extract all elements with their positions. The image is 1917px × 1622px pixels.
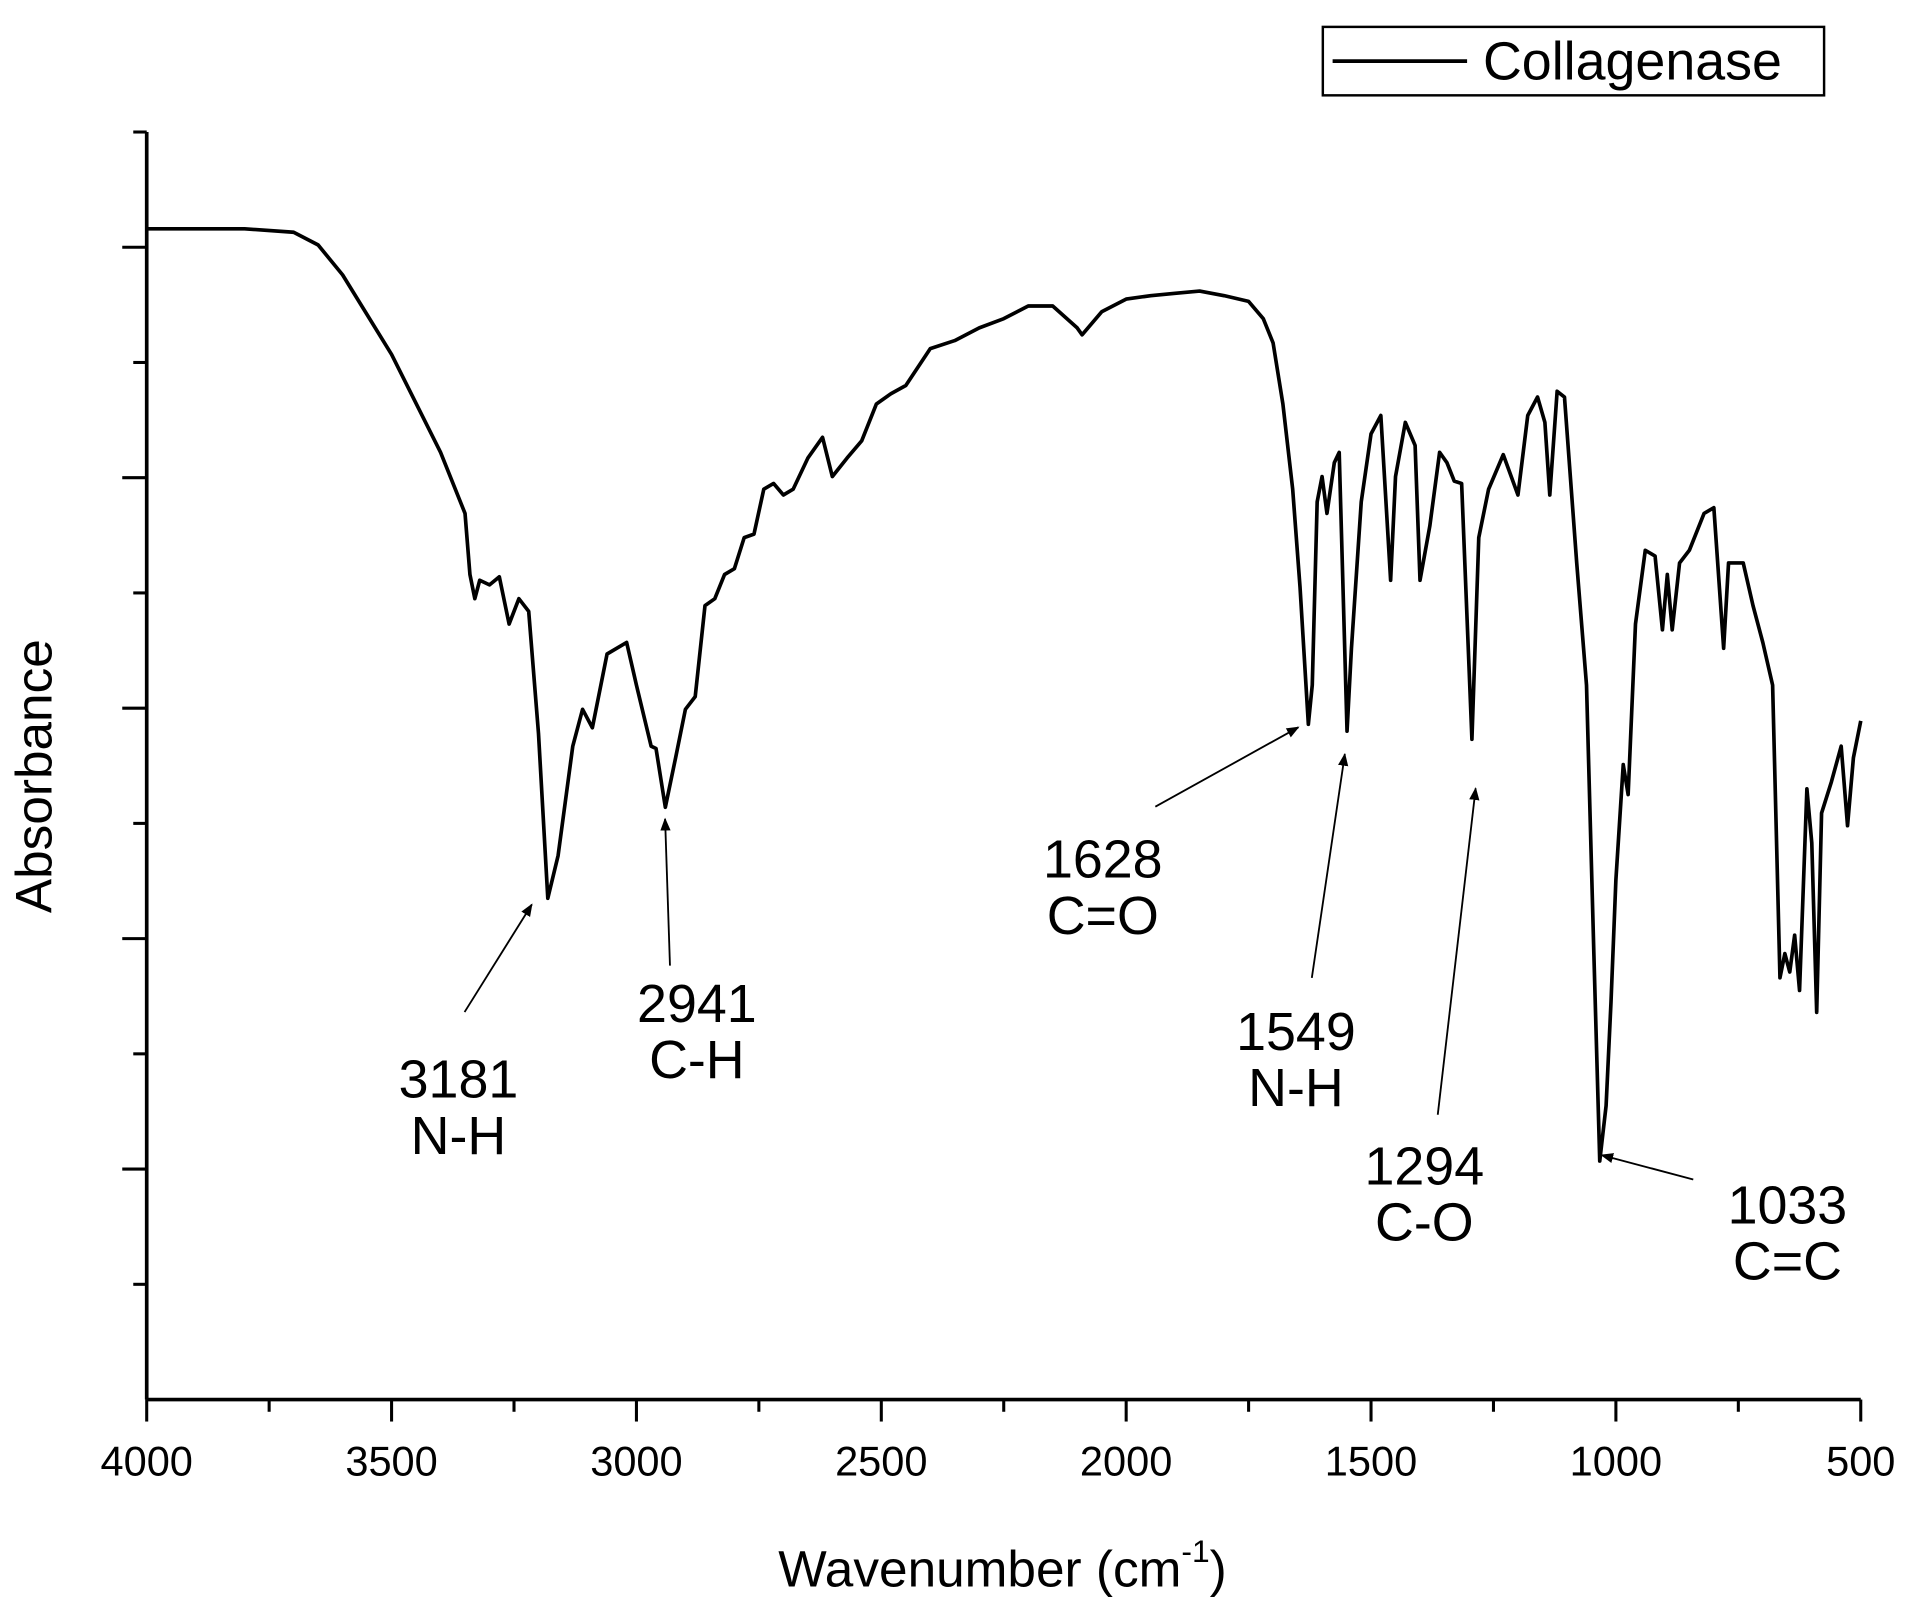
annotation-arrow xyxy=(660,817,671,966)
annotation-wavenumber: 1294 xyxy=(1364,1136,1484,1196)
annotation-wavenumber: 2941 xyxy=(637,974,757,1034)
annotation-group: C=C xyxy=(1733,1232,1842,1292)
annotation-wavenumber: 3181 xyxy=(399,1050,519,1110)
annotation-wavenumber: 1033 xyxy=(1728,1176,1848,1236)
x-tick-label: 500 xyxy=(1826,1437,1895,1484)
x-tick-label: 3000 xyxy=(590,1437,682,1484)
annotation-group: C-H xyxy=(649,1030,745,1090)
legend-label: Collagenase xyxy=(1483,31,1782,91)
x-tick-label: 1000 xyxy=(1570,1437,1662,1484)
annotation-wavenumber: 1549 xyxy=(1236,1002,1356,1062)
spectrum-line xyxy=(146,226,1863,1163)
annotation-group: N-H xyxy=(1248,1058,1344,1118)
x-tick-label: 2500 xyxy=(835,1437,927,1484)
annotation-arrow xyxy=(1310,752,1349,978)
x-tick-label: 1500 xyxy=(1325,1437,1417,1484)
annotation-arrow xyxy=(1436,787,1480,1115)
annotation-arrow xyxy=(463,903,533,1013)
x-tick-label: 3500 xyxy=(345,1437,437,1484)
annotation-group: N-H xyxy=(411,1106,507,1166)
x-tick-label: 2000 xyxy=(1080,1437,1172,1484)
annotation-group: C-O xyxy=(1375,1193,1474,1253)
annotation-arrow xyxy=(1600,1153,1694,1181)
x-axis-label: Wavenumber (cm-1) xyxy=(778,1533,1227,1597)
annotation-arrow xyxy=(1154,726,1300,808)
annotation-wavenumber: 1628 xyxy=(1043,830,1163,890)
y-axis-label: Absorbance xyxy=(5,639,62,913)
annotation-group: C=O xyxy=(1047,886,1159,946)
x-tick-label: 4000 xyxy=(100,1437,192,1484)
